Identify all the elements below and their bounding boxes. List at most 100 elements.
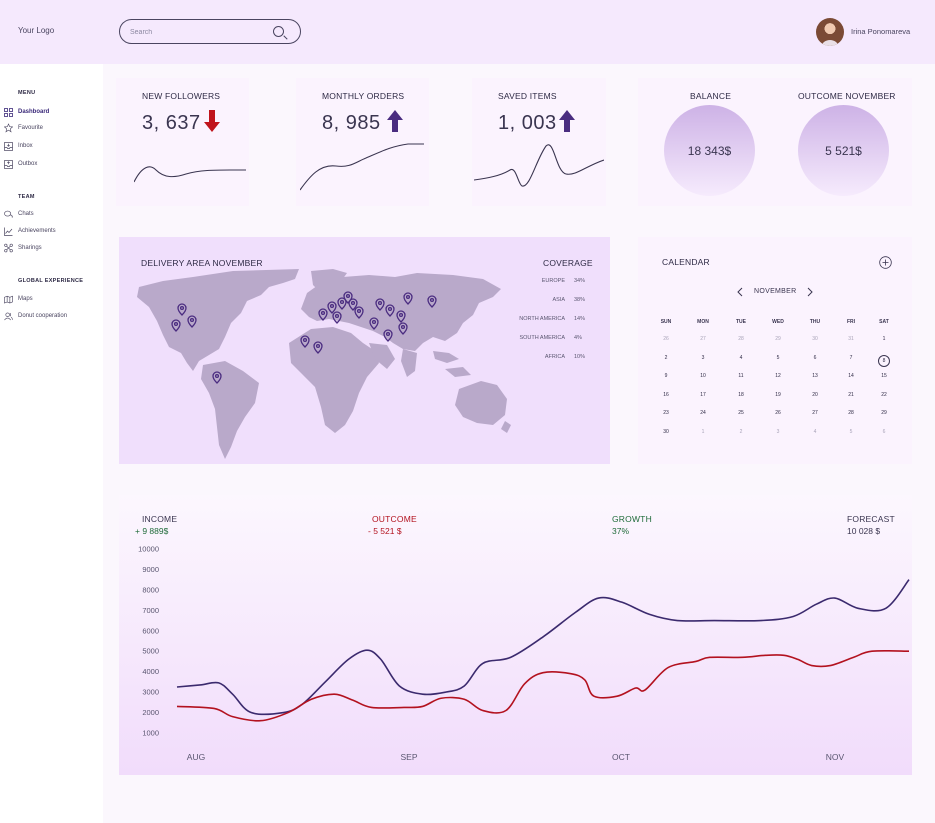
chevron-right-icon[interactable]	[806, 287, 814, 297]
weekday-label: SUN	[660, 319, 672, 325]
weekday-label: MON	[697, 319, 709, 325]
chart-icon	[4, 227, 13, 236]
calendar-day[interactable]: 4	[813, 429, 817, 435]
calendar-grid: SUN MON TUE WED THU FRI SAT 26 27 28 29 30 31 1 2 3 4 5 6 7…	[638, 237, 912, 464]
map-pin-icon	[385, 304, 395, 317]
calendar-day[interactable]: 26	[775, 410, 781, 417]
calendar-day[interactable]: 9	[664, 373, 668, 380]
calendar-panel: CALENDAR NOVEMBER SUN MON TUE WED THU FRI SAT 2…	[638, 237, 912, 464]
arrow-down-icon	[204, 110, 220, 132]
orders-value: 8, 985	[322, 112, 381, 134]
coverage-value: 38%	[574, 297, 586, 303]
calendar-day[interactable]: 3	[776, 429, 780, 435]
coverage-value: 14%	[574, 316, 586, 322]
team-heading: TEAM	[18, 194, 35, 200]
calendar-day[interactable]: 24	[700, 410, 706, 417]
sidebar-item-favourite[interactable]: Favourite	[4, 122, 43, 134]
calendar-day[interactable]: 1	[701, 429, 705, 435]
balance-title: BALANCE	[690, 91, 732, 101]
outcome-title: OUTCOME NOVEMBER	[798, 91, 896, 101]
sidebar-item-sharings[interactable]: Sharings	[4, 242, 42, 254]
map-pin-icon	[403, 292, 413, 305]
y-tick-label: 5000	[142, 647, 159, 656]
sidebar-item-maps[interactable]: Maps	[4, 293, 33, 305]
calendar-day[interactable]: 31	[848, 336, 854, 342]
map-pin-icon	[348, 298, 358, 311]
sidebar-item-outbox[interactable]: Outbox	[4, 158, 37, 170]
avatar[interactable]	[816, 18, 844, 46]
delivery-area-panel: DELIVERY AREA NOVEMBER	[119, 237, 610, 464]
calendar-day[interactable]: 7	[849, 354, 853, 361]
sidebar-item-chats[interactable]: Chats	[4, 208, 34, 220]
outcome-label: OUTCOME	[372, 514, 417, 524]
calendar-day[interactable]: 5	[849, 429, 853, 435]
search-input[interactable]	[130, 24, 270, 40]
calendar-day[interactable]: 28	[848, 410, 854, 417]
calendar-day[interactable]: 8	[878, 354, 890, 367]
calendar-day[interactable]: 16	[663, 391, 669, 398]
calendar-day[interactable]: 22	[881, 391, 887, 398]
calendar-day[interactable]: 13	[812, 373, 818, 380]
dashboard-icon	[4, 107, 13, 117]
search-icon[interactable]	[273, 26, 284, 37]
calendar-day[interactable]: 26	[663, 336, 669, 342]
y-tick-label: 4000	[142, 667, 159, 676]
calendar-day[interactable]: 6	[813, 354, 817, 361]
sidebar-item-donut-cooperation[interactable]: Donut cooperation	[4, 310, 67, 322]
map-pin-icon	[300, 335, 310, 348]
delivery-title: DELIVERY AREA NOVEMBER	[141, 258, 263, 268]
map-pin-icon	[337, 297, 347, 310]
calendar-day[interactable]: 3	[701, 354, 705, 361]
sidebar-item-label: Achievements	[18, 228, 56, 234]
inbox-icon	[4, 141, 13, 151]
map-pin-icon	[212, 371, 222, 384]
calendar-day[interactable]: 12	[775, 373, 781, 380]
calendar-day[interactable]: 2	[739, 429, 743, 435]
calendar-day[interactable]: 14	[848, 373, 854, 380]
map-pin-icon	[427, 295, 437, 308]
calendar-day[interactable]: 30	[663, 429, 669, 435]
balance-card: BALANCE 18 343$ OUTCOME NOVEMBER 5 521$	[638, 78, 912, 206]
calendar-day[interactable]: 2	[664, 354, 668, 361]
sidebar-item-label: Chats	[18, 211, 34, 217]
arrow-up-icon	[387, 110, 403, 132]
calendar-day[interactable]: 20	[812, 391, 818, 398]
outcome-circle: 5 521$	[798, 105, 889, 196]
calendar-day[interactable]: 1	[882, 336, 886, 342]
calendar-day[interactable]: 5	[776, 354, 780, 361]
map-pin-icon	[171, 319, 181, 332]
calendar-day[interactable]: 11	[738, 373, 744, 380]
calendar-day[interactable]: 29	[775, 336, 781, 342]
user-name[interactable]: Irina Ponomareva	[851, 27, 911, 36]
sidebar-item-inbox[interactable]: Inbox	[4, 140, 33, 152]
calendar-day[interactable]: 18	[738, 391, 744, 398]
calendar-day[interactable]: 27	[700, 336, 706, 342]
calendar-day[interactable]: 17	[700, 391, 706, 398]
arrow-up-icon	[559, 110, 575, 132]
chevron-left-icon[interactable]	[736, 287, 744, 297]
add-event-icon[interactable]	[879, 256, 892, 269]
sidebar-item-label: Maps	[18, 296, 33, 302]
calendar-day[interactable]: 27	[812, 410, 818, 417]
map-pin-icon	[369, 317, 379, 330]
calendar-day[interactable]: 6	[882, 429, 886, 435]
sidebar-item-dashboard[interactable]: Dashboard	[4, 106, 49, 118]
weekday-label: THU	[809, 319, 821, 325]
calendar-day[interactable]: 19	[775, 391, 781, 398]
income-label: INCOME	[142, 514, 178, 524]
calendar-day[interactable]: 30	[812, 336, 818, 342]
calendar-day[interactable]: 10	[700, 373, 706, 380]
share-icon	[4, 243, 13, 253]
app-logo[interactable]: Your Logo	[18, 26, 55, 35]
map-pin-icon	[332, 311, 342, 324]
calendar-day[interactable]: 15	[881, 373, 887, 380]
sidebar-item-achievements[interactable]: Achievements	[4, 225, 56, 237]
search-box[interactable]	[119, 19, 301, 44]
calendar-day[interactable]: 29	[881, 410, 887, 417]
calendar-day[interactable]: 23	[663, 410, 669, 417]
calendar-day[interactable]: 25	[738, 410, 744, 417]
calendar-day[interactable]: 28	[738, 336, 744, 342]
card-title: NEW FOLLOWERS	[142, 91, 221, 101]
calendar-day[interactable]: 21	[848, 391, 854, 398]
calendar-day[interactable]: 4	[739, 354, 743, 361]
